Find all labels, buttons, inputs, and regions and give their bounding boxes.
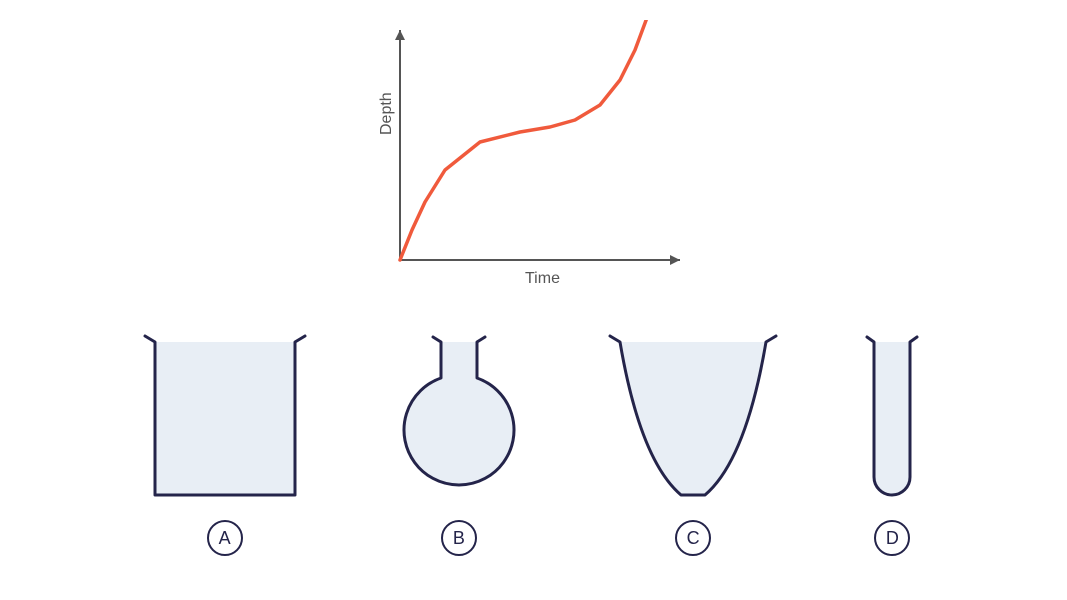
vessel-label-A: A bbox=[207, 520, 243, 556]
x-axis-label: Time bbox=[525, 270, 560, 288]
vessel-label-D: D bbox=[874, 520, 910, 556]
vessel-round-flask-svg bbox=[389, 330, 529, 510]
chart-svg bbox=[360, 20, 700, 300]
vessels-row: A B C D bbox=[0, 330, 1067, 600]
vessel-C: C bbox=[608, 330, 778, 556]
vessel-B: B bbox=[389, 330, 529, 556]
vessel-test-tube-svg bbox=[857, 330, 927, 510]
vessel-D: D bbox=[857, 330, 927, 556]
depth-time-chart: Depth Time bbox=[360, 20, 700, 300]
vessel-label-B: B bbox=[441, 520, 477, 556]
vessel-parabolic-svg bbox=[608, 330, 778, 510]
vessel-A: A bbox=[140, 330, 310, 556]
vessel-beaker-svg bbox=[140, 330, 310, 510]
y-axis-label: Depth bbox=[378, 92, 396, 135]
vessel-label-C: C bbox=[675, 520, 711, 556]
